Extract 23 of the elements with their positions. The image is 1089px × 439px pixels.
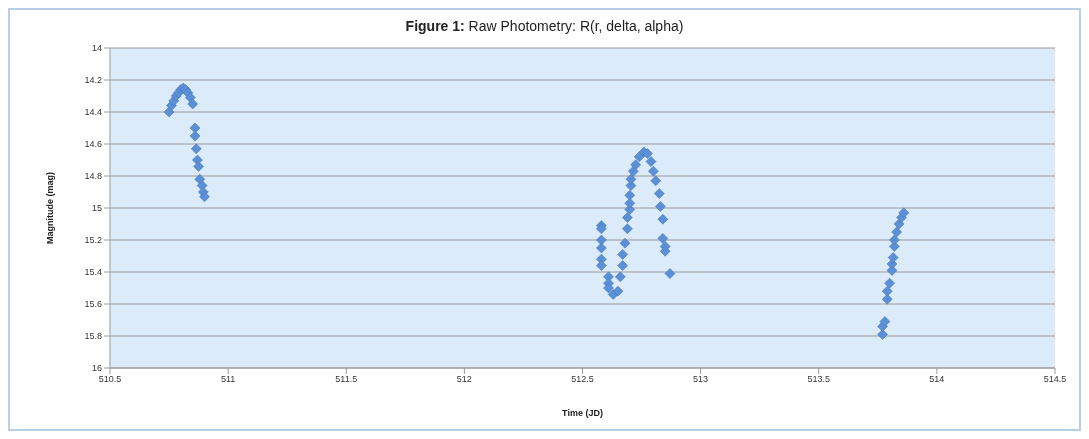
y-tick-label: 14.4 bbox=[84, 107, 102, 118]
x-tick-label: 511 bbox=[220, 374, 236, 385]
y-tick-label: 14.8 bbox=[84, 171, 102, 182]
y-tick-label: 14 bbox=[91, 43, 102, 54]
y-tick-label: 14.6 bbox=[84, 139, 102, 150]
y-tick-label: 14.2 bbox=[84, 75, 102, 86]
y-axis-title: Magnitude (mag) bbox=[45, 172, 56, 244]
y-tick-label: 15.4 bbox=[84, 267, 102, 278]
chart-title: Figure 1: Raw Photometry: R(r, delta, alpha) bbox=[405, 18, 684, 34]
y-tick-label: 16 bbox=[91, 363, 102, 374]
x-tick-label: 512.5 bbox=[571, 374, 594, 385]
x-axis-title: Time (JD) bbox=[562, 408, 603, 418]
x-tick-label: 510.5 bbox=[98, 374, 122, 385]
x-tick-label: 514.5 bbox=[1043, 374, 1067, 385]
y-tick-label: 15.6 bbox=[84, 299, 102, 310]
x-tick-label: 512 bbox=[456, 374, 472, 385]
y-tick-label: 15 bbox=[91, 203, 102, 214]
x-tick-label: 513 bbox=[693, 374, 709, 385]
x-tick-label: 511.5 bbox=[335, 374, 358, 385]
x-tick-label: 514 bbox=[929, 374, 945, 385]
y-tick-label: 15.2 bbox=[84, 235, 102, 246]
x-tick-label: 513.5 bbox=[807, 374, 831, 385]
y-tick-label: 15.8 bbox=[84, 331, 102, 342]
